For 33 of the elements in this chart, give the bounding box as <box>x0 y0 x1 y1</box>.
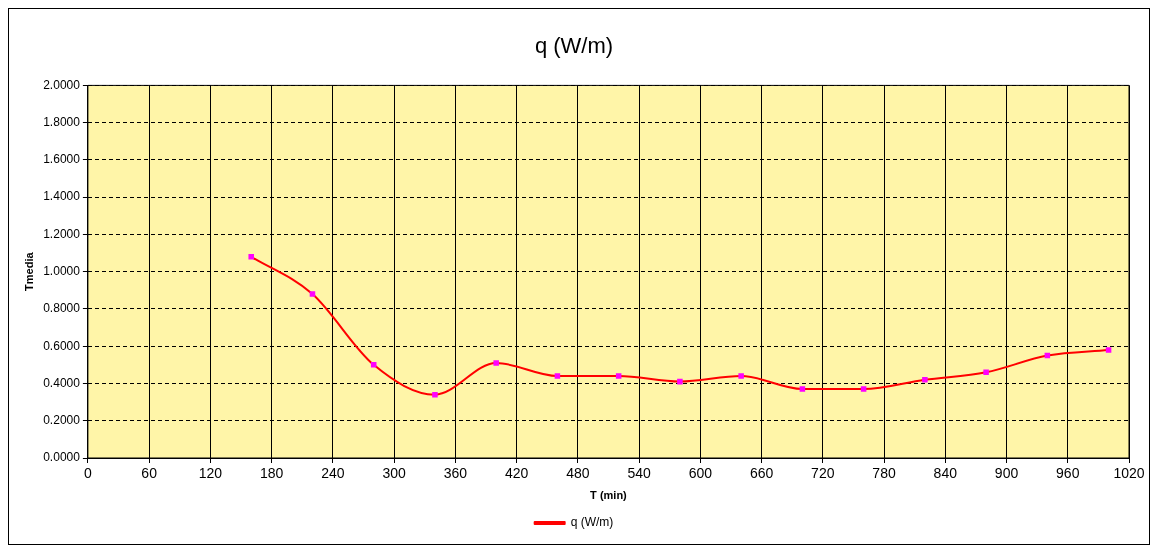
x-tick-label: 900 <box>994 465 1019 482</box>
y-axis-title: Tmedia <box>22 251 35 291</box>
x-axis-title: T (min) <box>590 489 628 502</box>
y-tick-label: 0.8000 <box>43 301 81 316</box>
x-tick-label: 420 <box>504 465 529 482</box>
x-tick-label: 300 <box>382 465 406 482</box>
x-tick-label: 1020 <box>1113 465 1145 482</box>
y-tick-label: 0.0000 <box>43 450 81 465</box>
x-tick-label: 0 <box>84 465 92 482</box>
y-tick-label: 0.4000 <box>43 375 81 390</box>
x-tick-label: 480 <box>566 465 590 482</box>
y-tick-label: 1.8000 <box>43 114 81 129</box>
y-tick-label: 1.0000 <box>43 264 81 279</box>
x-tick-label: 960 <box>1056 465 1080 482</box>
x-tick-label: 60 <box>141 465 158 482</box>
y-tick-label: 0.2000 <box>43 413 81 428</box>
x-tick-label: 720 <box>811 465 835 482</box>
x-tick-label: 840 <box>933 465 958 482</box>
y-tick-label: 1.2000 <box>43 226 81 241</box>
x-tick-label: 120 <box>198 465 223 482</box>
y-tick-label: 0.6000 <box>43 338 81 353</box>
x-tick-label: 180 <box>259 465 284 482</box>
y-tick-label: 2.0000 <box>43 77 81 92</box>
x-tick-label: 540 <box>627 465 651 482</box>
x-tick-label: 360 <box>443 465 468 482</box>
x-tick-label: 240 <box>321 465 345 482</box>
legend-label: q (W/m) <box>570 515 614 530</box>
y-tick-label: 1.6000 <box>43 152 81 167</box>
x-tick-label: 600 <box>688 465 713 482</box>
y-tick-label: 1.4000 <box>43 189 81 204</box>
x-tick-label: 660 <box>749 465 774 482</box>
chart-title: q (W/m) <box>534 33 614 59</box>
x-tick-label: 780 <box>872 465 896 482</box>
